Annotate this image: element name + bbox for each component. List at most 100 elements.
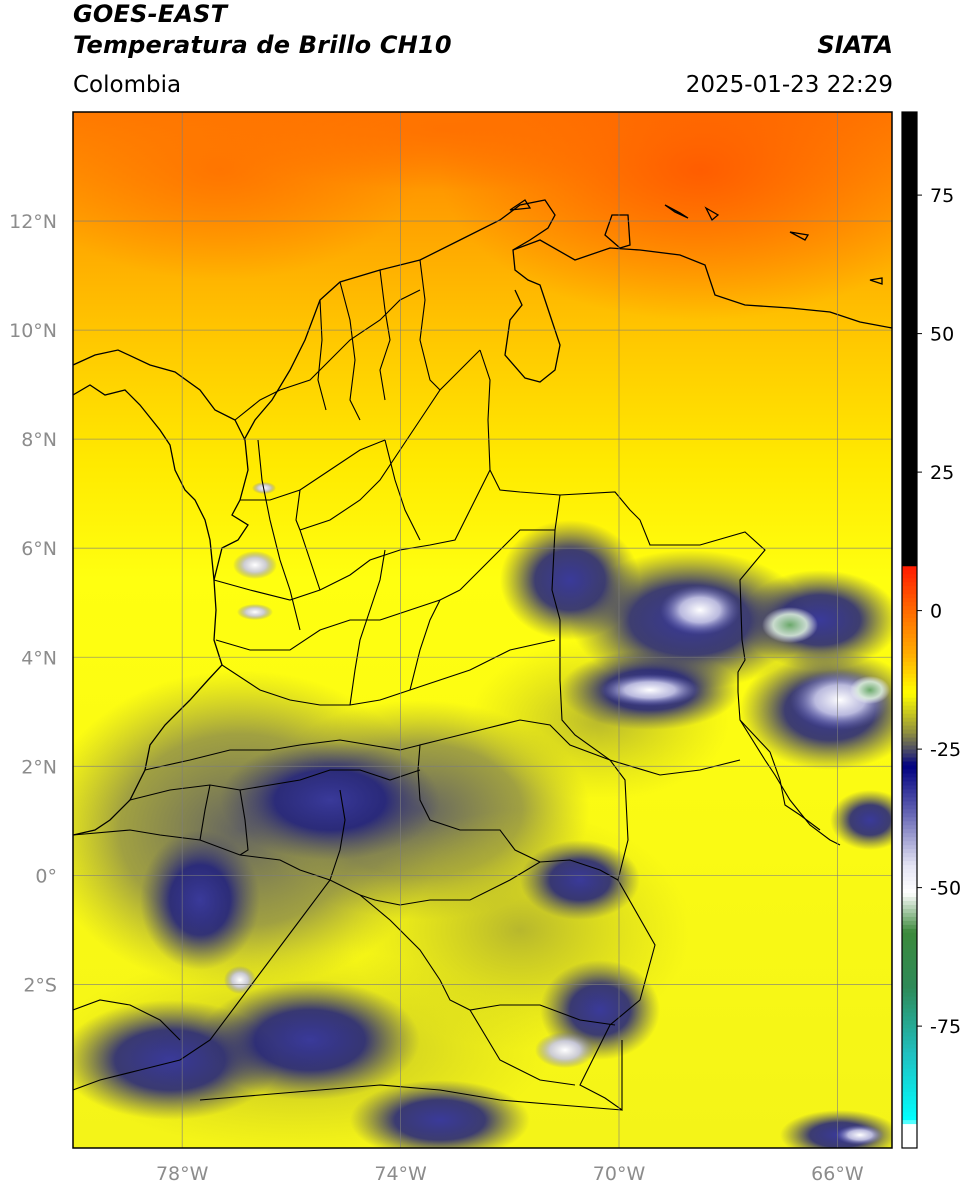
colorbar-segment: [902, 514, 917, 520]
lon-tick-label: 66°W: [811, 1163, 864, 1185]
colorbar-segment: [902, 299, 917, 304]
colorbar-segment: [902, 1052, 917, 1057]
colorbar-segment: [902, 1072, 917, 1077]
colorbar-segment: [902, 247, 917, 253]
colorbar-segment: [902, 1028, 917, 1034]
colorbar-segment: [902, 363, 917, 368]
map-title-satellite: GOES-EAST: [73, 0, 228, 28]
colorbar-segment: [902, 1092, 917, 1097]
colorbar-segment: [902, 853, 917, 858]
colorbar-segment: [902, 367, 917, 372]
colorbar-segment: [902, 809, 917, 814]
colorbar-segment: [902, 418, 917, 424]
colorbar-segment: [902, 737, 917, 743]
colorbar-segment: [902, 781, 917, 786]
colorbar-segment: [902, 1068, 917, 1073]
colorbar-segment: [902, 311, 917, 316]
colorbar-segment: [902, 633, 917, 639]
colorbar-segment: [902, 757, 917, 763]
colorbar-segment: [902, 849, 917, 854]
colorbar-segment: [902, 115, 917, 121]
colorbar-segment: [902, 785, 917, 790]
colorbar-segment: [902, 307, 917, 312]
latitude-axis: 12°N 10°N 8°N 6°N 4°N 2°N 0° 2°S: [9, 211, 57, 996]
colorbar-segment: [902, 709, 917, 715]
colorbar-segment: [902, 689, 917, 695]
colorbar-segment: [902, 697, 917, 703]
colorbar-segment: [902, 1124, 917, 1129]
colorbar-segment: [902, 669, 917, 675]
colorbar-segment: [902, 135, 917, 141]
lon-tick-label: 78°W: [156, 1163, 209, 1185]
gridlines: [73, 112, 892, 1148]
colorbar-segment: [902, 538, 917, 543]
colorbar-segment: [902, 275, 917, 280]
lat-tick-label: 2°N: [21, 756, 57, 778]
colorbar-segment: [902, 920, 917, 926]
colorbar-segment: [902, 494, 917, 500]
colorbar-segment: [902, 267, 917, 272]
colorbar-segment: [902, 410, 917, 416]
colorbar-segment: [902, 725, 917, 731]
colorbar-segment: [902, 673, 917, 679]
colorbar-segment: [902, 1096, 917, 1101]
colorbar-segment: [902, 1100, 917, 1105]
colorbar-segment: [902, 713, 917, 719]
colorbar-segment: [902, 1064, 917, 1069]
colorbar-segment: [902, 315, 917, 320]
colorbar-segment: [902, 1036, 917, 1042]
colorbar-segment: [902, 996, 917, 1002]
colorbar-ticks: 75 50 25 0 -25 -50 -75: [917, 185, 961, 1038]
colorbar-segment: [902, 964, 917, 970]
colorbar-segment: [902, 865, 917, 870]
colorbar-segment: [902, 932, 917, 938]
colorbar-segment: [902, 374, 917, 380]
colorbar-segment: [902, 908, 917, 914]
colorbar-segment: [902, 892, 917, 898]
colorbar-segment: [902, 462, 917, 468]
colorbar-segment: [902, 171, 917, 177]
colorbar-segment: [902, 510, 917, 516]
colorbar-segment: [902, 434, 917, 440]
colorbar-segment: [902, 1112, 917, 1117]
lat-tick-label: 4°N: [21, 647, 57, 669]
colorbar-segment: [902, 478, 917, 484]
colorbar-segment: [902, 335, 917, 340]
brand-label: SIATA: [817, 31, 893, 59]
colorbar-gradient: [902, 112, 917, 1149]
colorbar-segment: [902, 131, 917, 137]
colorbar-segment: [902, 618, 917, 623]
colorbar-segment: [902, 1080, 917, 1085]
colorbar-segment: [902, 594, 917, 599]
colorbar-segment: [902, 753, 917, 759]
colorbar-segment: [902, 394, 917, 400]
colorbar-segment: [902, 446, 917, 452]
colorbar-segment: [902, 566, 917, 571]
colorbar-segment: [902, 837, 917, 842]
colorbar-segment: [902, 251, 917, 257]
colorbar-segment: [902, 653, 917, 659]
colorbar-segment: [902, 869, 917, 874]
colorbar-segment: [902, 1120, 917, 1125]
colorbar-segment: [902, 378, 917, 384]
colorbar-segment: [902, 151, 917, 157]
colorbar-segment: [902, 482, 917, 488]
colorbar-segment: [902, 390, 917, 396]
colorbar-segment: [902, 502, 917, 508]
colorbar-segment: [902, 223, 917, 229]
colorbar-segment: [902, 183, 917, 189]
colorbar-segment: [902, 518, 917, 524]
longitude-axis: 78°W 74°W 70°W 66°W: [156, 1163, 864, 1185]
colorbar-segment: [902, 259, 917, 265]
colorbar-segment: [902, 554, 917, 559]
colorbar-segment: [902, 199, 917, 205]
colorbar-segment: [902, 741, 917, 747]
colorbar-segment: [902, 765, 917, 771]
colorbar-segment: [902, 574, 917, 579]
colorbar-segment: [902, 817, 917, 822]
colorbar-segment: [902, 637, 917, 643]
colorbar-segment: [902, 877, 917, 882]
colorbar-segment: [902, 821, 917, 826]
colorbar-segment: [902, 127, 917, 133]
colorbar-tick-label: 75: [930, 185, 954, 207]
